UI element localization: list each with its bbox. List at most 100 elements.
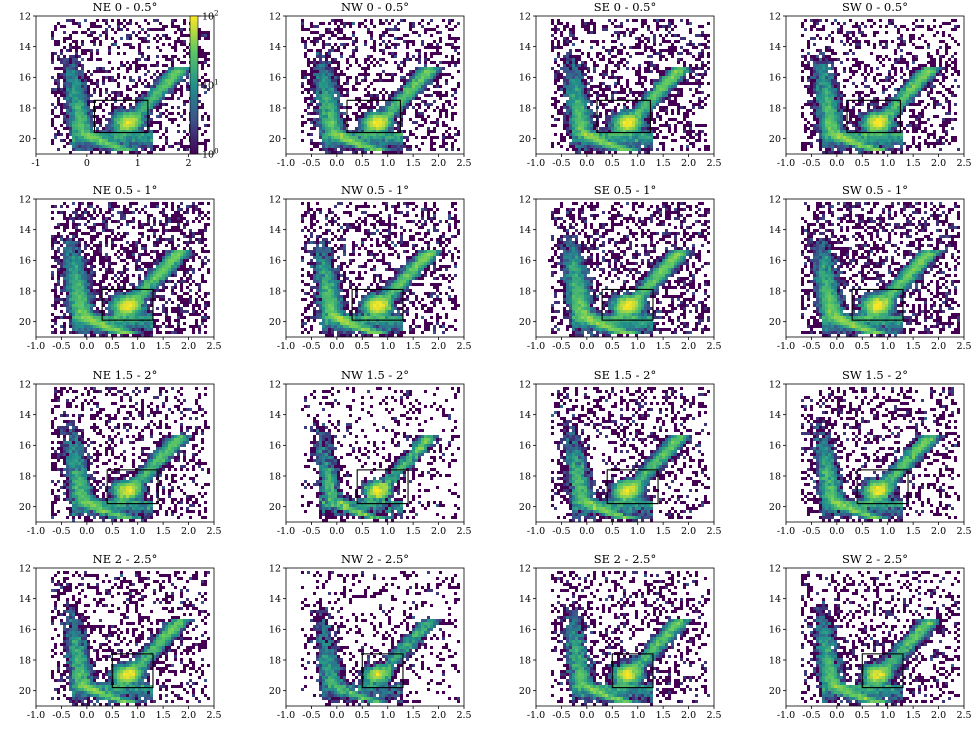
density-cell bbox=[918, 103, 921, 106]
density-cell bbox=[343, 118, 346, 121]
density-cell bbox=[626, 19, 629, 22]
density-cell bbox=[111, 109, 114, 112]
density-cell bbox=[66, 121, 69, 124]
density-cell bbox=[930, 28, 933, 31]
density-cell bbox=[331, 142, 334, 145]
density-cell bbox=[352, 52, 355, 55]
density-cell bbox=[557, 40, 560, 43]
density-cell bbox=[382, 49, 385, 52]
density-cell bbox=[436, 76, 439, 79]
density-cell bbox=[63, 58, 66, 61]
density-cell bbox=[602, 151, 605, 154]
density-cell bbox=[75, 136, 78, 139]
density-cell bbox=[171, 64, 174, 67]
density-cell bbox=[572, 76, 575, 79]
density-cell bbox=[171, 112, 174, 115]
density-cell bbox=[313, 31, 316, 34]
density-cell bbox=[891, 22, 894, 25]
density-cell bbox=[451, 142, 454, 145]
density-cell bbox=[171, 79, 174, 82]
density-cell bbox=[668, 25, 671, 28]
density-cell bbox=[810, 112, 813, 115]
density-cell bbox=[554, 28, 557, 31]
density-cell bbox=[837, 73, 840, 76]
density-cell bbox=[84, 76, 87, 79]
density-cell bbox=[900, 61, 903, 64]
density-cell bbox=[153, 82, 156, 85]
density-cell bbox=[304, 76, 307, 79]
density-cell bbox=[816, 106, 819, 109]
density-cell bbox=[581, 106, 584, 109]
density-cell bbox=[346, 67, 349, 70]
density-cell bbox=[120, 118, 123, 121]
density-cell bbox=[915, 85, 918, 88]
density-cell bbox=[822, 85, 825, 88]
density-cell bbox=[843, 115, 846, 118]
density-cell bbox=[831, 97, 834, 100]
density-cell bbox=[156, 55, 159, 58]
density-cell bbox=[587, 115, 590, 118]
density-cell bbox=[602, 127, 605, 130]
density-cell bbox=[695, 124, 698, 127]
density-cell bbox=[337, 103, 340, 106]
density-cell bbox=[701, 100, 704, 103]
density-cell bbox=[153, 148, 156, 151]
density-cell bbox=[415, 76, 418, 79]
density-cell bbox=[108, 133, 111, 136]
density-cell bbox=[849, 31, 852, 34]
density-cell bbox=[162, 103, 165, 106]
density-cell bbox=[159, 28, 162, 31]
density-cell bbox=[403, 79, 406, 82]
density-cell bbox=[593, 64, 596, 67]
density-cell bbox=[834, 19, 837, 22]
density-cell bbox=[674, 124, 677, 127]
density-cell bbox=[328, 88, 331, 91]
density-cell bbox=[90, 49, 93, 52]
density-cell bbox=[638, 148, 641, 151]
density-cell bbox=[436, 136, 439, 139]
density-cell bbox=[69, 64, 72, 67]
density-cell bbox=[870, 103, 873, 106]
density-cell bbox=[581, 115, 584, 118]
density-cell bbox=[75, 58, 78, 61]
density-cell bbox=[105, 148, 108, 151]
density-cell bbox=[644, 49, 647, 52]
density-cell bbox=[560, 88, 563, 91]
density-cell bbox=[659, 94, 662, 97]
density-cell bbox=[912, 58, 915, 61]
density-cell bbox=[954, 118, 957, 121]
density-cell bbox=[391, 112, 394, 115]
density-cell bbox=[328, 55, 331, 58]
density-cell bbox=[882, 127, 885, 130]
density-cell bbox=[343, 22, 346, 25]
density-cell bbox=[852, 70, 855, 73]
density-cell bbox=[319, 115, 322, 118]
density-cell bbox=[572, 43, 575, 46]
density-cell bbox=[397, 88, 400, 91]
density-cell bbox=[825, 79, 828, 82]
density-cell bbox=[563, 139, 566, 142]
density-cell bbox=[915, 58, 918, 61]
density-cell bbox=[409, 82, 412, 85]
density-cell bbox=[301, 76, 304, 79]
density-cell bbox=[451, 106, 454, 109]
density-cell bbox=[602, 46, 605, 49]
y-tick-label: 18 bbox=[19, 103, 31, 114]
density-cell bbox=[617, 127, 620, 130]
density-cell bbox=[593, 127, 596, 130]
density-cell bbox=[641, 148, 644, 151]
density-cell bbox=[397, 22, 400, 25]
density-cell bbox=[60, 109, 63, 112]
density-cell bbox=[840, 118, 843, 121]
density-cell bbox=[954, 40, 957, 43]
density-cell bbox=[599, 112, 602, 115]
density-cell bbox=[177, 124, 180, 127]
density-cell bbox=[117, 85, 120, 88]
density-cell bbox=[852, 133, 855, 136]
density-cell bbox=[816, 94, 819, 97]
density-cell bbox=[638, 112, 641, 115]
density-cell bbox=[403, 145, 406, 148]
density-cell bbox=[174, 25, 177, 28]
density-cell bbox=[331, 115, 334, 118]
density-cell bbox=[69, 151, 72, 154]
